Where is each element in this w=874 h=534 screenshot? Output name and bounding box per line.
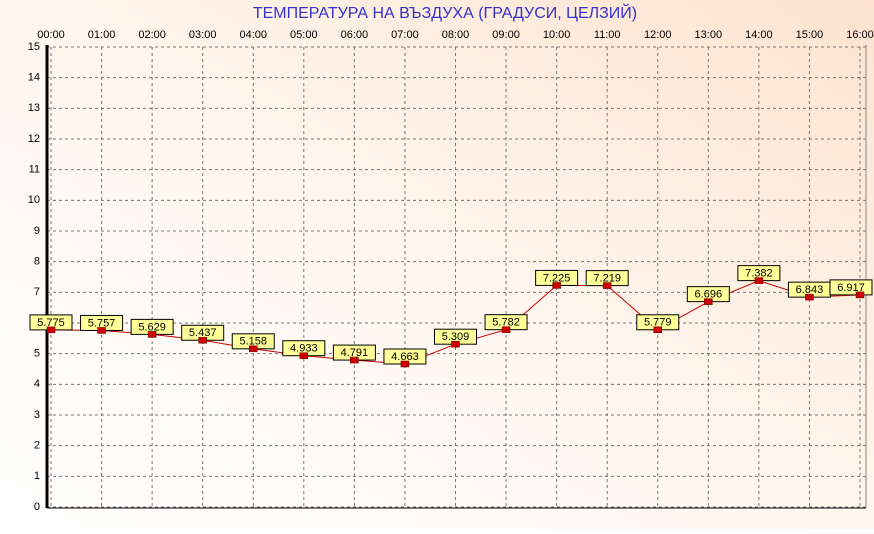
point-marker	[855, 291, 865, 299]
y-tick-label: 4	[34, 378, 40, 390]
y-tick-label: 9	[34, 225, 40, 237]
y-tick-label: 8	[34, 256, 40, 268]
x-tick-label: 16:00	[846, 29, 874, 41]
x-tick-label: 03:00	[189, 29, 217, 41]
y-tick-label: 3	[34, 409, 40, 421]
x-tick-label: 02:00	[138, 29, 166, 41]
data-label: 6.843	[796, 284, 824, 296]
point-marker	[147, 331, 157, 338]
x-tick-label: 05:00	[290, 29, 318, 41]
data-label-box	[829, 279, 873, 296]
x-tick-label: 13:00	[695, 29, 723, 41]
data-label: 7.225	[543, 272, 571, 284]
x-tick-label: 00:00	[37, 29, 65, 41]
x-tick-label: 04:00	[239, 29, 267, 41]
point-marker	[602, 282, 612, 289]
data-label: 5.782	[492, 317, 520, 329]
data-label: 5.775	[37, 317, 65, 329]
data-label: 5.779	[644, 317, 672, 329]
point-marker	[754, 277, 764, 284]
x-tick-label: 14:00	[745, 29, 773, 41]
chart-title: ТЕМПЕРАТУРА НА ВЪЗДУХА (ГРАДУСИ, ЦЕЛЗИЙ)	[253, 3, 637, 22]
point-marker	[299, 352, 309, 359]
x-tick-label: 09:00	[492, 29, 520, 41]
data-label: 5.629	[138, 321, 166, 333]
data-label: 5.757	[88, 317, 116, 329]
data-label: 5.437	[189, 327, 217, 339]
point-marker	[805, 293, 814, 301]
y-tick-label: 11	[29, 164, 40, 176]
point-marker	[653, 326, 662, 334]
y-tick-label: 12	[28, 133, 40, 145]
point-marker	[249, 345, 258, 353]
data-label: 7.382	[745, 268, 773, 280]
point-marker	[704, 298, 713, 305]
data-label: 7.219	[593, 273, 621, 285]
y-tick-label: 7	[34, 286, 40, 298]
y-tick-label: 14	[28, 72, 40, 84]
x-tick-label: 08:00	[442, 29, 470, 41]
x-tick-label: 12:00	[644, 29, 672, 41]
point-marker	[501, 326, 511, 333]
y-tick-label: 1	[34, 470, 40, 482]
y-tick-label: 10	[28, 194, 40, 206]
point-marker	[451, 340, 460, 348]
data-label: 6.917	[837, 282, 865, 294]
data-label: 6.696	[695, 289, 723, 301]
data-label: 4.933	[290, 343, 318, 355]
y-tick-label: 0	[34, 501, 40, 513]
y-tick-label: 5	[34, 348, 40, 360]
x-tick-label: 01:00	[88, 29, 116, 41]
x-tick-label: 07:00	[391, 29, 419, 41]
point-marker	[400, 360, 410, 368]
data-label: 4.791	[341, 347, 369, 359]
x-tick-label: 11:00	[594, 29, 621, 41]
point-marker	[350, 356, 359, 364]
x-tick-label: 10:00	[543, 29, 571, 41]
y-tick-label: 13	[28, 102, 40, 114]
data-label: 5.158	[239, 336, 267, 348]
y-tick-label: 15	[28, 41, 40, 53]
y-tick-label: 2	[34, 440, 40, 452]
point-marker	[198, 337, 207, 344]
point-marker	[46, 326, 56, 334]
point-marker	[552, 282, 561, 289]
x-tick-label: 15:00	[796, 29, 824, 41]
data-label: 5.309	[442, 331, 470, 343]
point-marker	[97, 327, 106, 334]
data-label: 4.663	[391, 351, 419, 363]
x-tick-label: 06:00	[341, 29, 369, 41]
